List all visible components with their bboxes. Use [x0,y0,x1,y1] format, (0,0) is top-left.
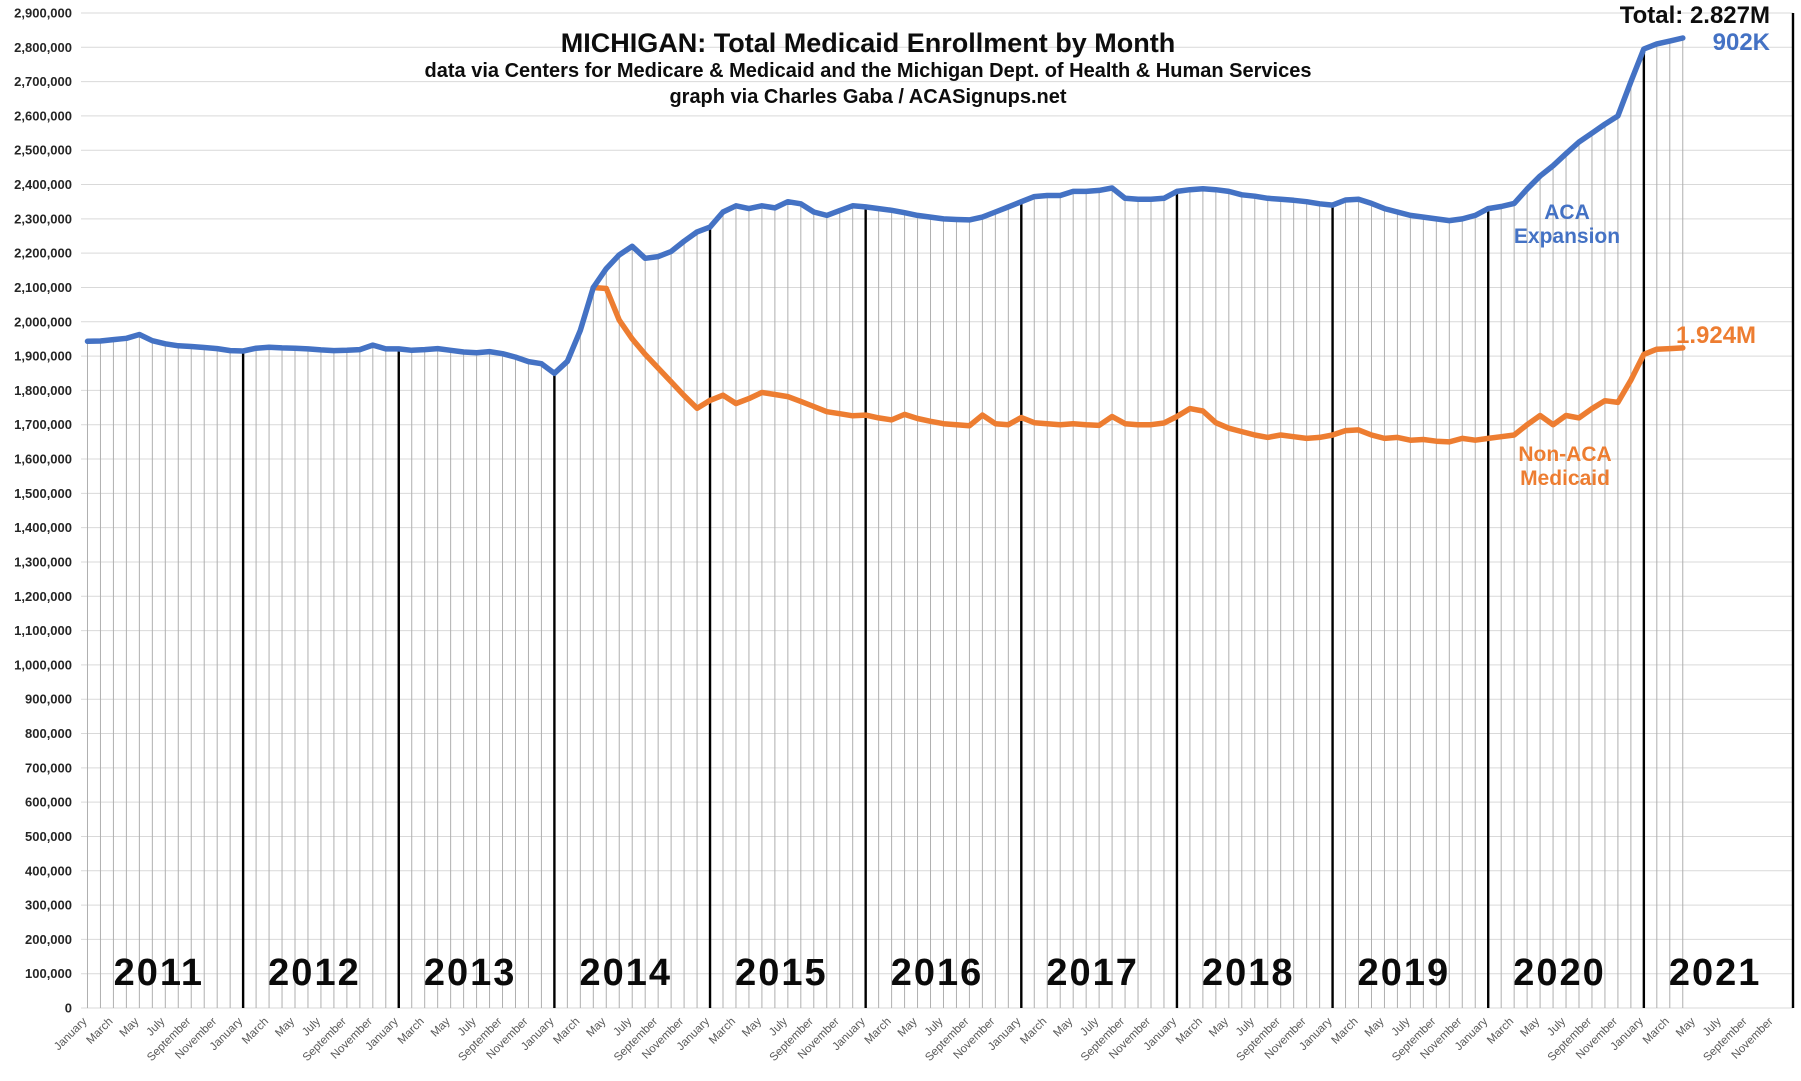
year-label: 2020 [1513,952,1606,994]
aca-expansion-series-label: ACA Expansion [1514,201,1620,249]
month-tick-label: January [52,1015,90,1053]
month-tick-label: May [273,1015,297,1039]
month-tick-label: March [1018,1016,1049,1047]
y-axis-tick-label: 2,200,000 [14,246,72,261]
y-axis-tick-label: 1,400,000 [14,520,72,535]
non-aca-series-label-line1: Non-ACA [1518,443,1612,466]
y-axis-tick-label: 900,000 [25,692,72,707]
month-tick-label: May [740,1015,764,1039]
y-axis-tick-label: 0 [65,1001,72,1016]
y-axis-tick-label: 2,400,000 [14,177,72,192]
y-axis-tick-label: 2,700,000 [14,74,72,89]
y-axis-tick-label: 300,000 [25,898,72,913]
y-axis-tick-label: 1,800,000 [14,383,72,398]
aca-expansion-value-annotation: 902K [1712,29,1770,56]
y-axis-tick-label: 100,000 [25,966,72,981]
year-label: 2013 [424,952,517,994]
y-axis-tick-label: 2,600,000 [14,108,72,123]
month-tick-label: March [551,1016,582,1047]
month-tick-label: May [118,1015,142,1039]
month-tick-label: May [1051,1015,1075,1039]
month-tick-label: May [429,1015,453,1039]
y-axis-tick-label: 700,000 [25,760,72,775]
total-enrollment-annotation: Total: 2.827M [1619,2,1770,29]
month-tick-label: March [707,1016,738,1047]
y-axis-tick-label: 800,000 [25,726,72,741]
year-label: 2018 [1202,952,1295,994]
y-axis-tick-label: 1,300,000 [14,554,72,569]
y-axis-tick-label: 1,700,000 [14,417,72,432]
month-tick-label: March [84,1016,115,1047]
y-axis-tick-label: 200,000 [25,932,72,947]
y-axis-tick-label: 500,000 [25,829,72,844]
year-label: 2012 [268,952,361,994]
month-tick-label: May [1518,1015,1542,1039]
y-axis-tick-label: 1,100,000 [14,623,72,638]
month-tick-label: March [396,1016,427,1047]
total-medicaid-line [84,35,1686,377]
non-aca-medicaid-line [590,284,1686,445]
y-axis-tick-label: 600,000 [25,795,72,810]
year-label: 2015 [735,952,828,994]
month-tick-label: May [1363,1015,1387,1039]
year-label: 2011 [114,952,204,994]
y-axis-tick-label: 1,200,000 [14,589,72,604]
y-axis-tick-label: 1,500,000 [14,486,72,501]
y-axis-tick-label: 2,500,000 [14,143,72,158]
y-axis-tick-label: 2,000,000 [14,314,72,329]
aca-expansion-series-label-line1: ACA [1544,201,1590,224]
year-label: 2014 [579,952,672,994]
month-tick-label: March [863,1016,894,1047]
chart-subtitle-credit: graph via Charles Gaba / ACASignups.net [669,86,1067,108]
y-axis-tick-label: 2,100,000 [14,280,72,295]
y-axis-tick-label: 1,000,000 [14,657,72,672]
y-axis-tick-label: 2,900,000 [14,6,72,21]
month-tick-label: May [1207,1015,1231,1039]
month-tick-label: March [240,1016,271,1047]
y-axis-tick-label: 1,900,000 [14,349,72,364]
month-tick-label: March [1174,1016,1205,1047]
aca-expansion-series-label-line2: Expansion [1513,225,1621,249]
month-tick-label: March [1641,1016,1672,1047]
year-label: 2016 [891,952,984,994]
year-label: 2017 [1046,952,1139,994]
y-axis-tick-label: 400,000 [25,863,72,878]
non-aca-series-label: Non-ACA Medicaid [1518,443,1611,491]
month-tick-label: May [896,1015,920,1039]
month-tick-label: March [1330,1016,1361,1047]
year-label: 2021 [1669,952,1762,994]
month-tick-label: March [1485,1016,1516,1047]
chart-title: MICHIGAN: Total Medicaid Enrollment by M… [560,28,1176,58]
year-label: 2019 [1358,952,1451,994]
y-axis-tick-label: 2,800,000 [14,40,72,55]
non-aca-value-annotation: 1.924M [1676,322,1757,349]
month-tick-label: May [1674,1015,1698,1039]
non-aca-series-label-line2: Medicaid [1520,467,1610,491]
month-tick-label: May [585,1015,609,1039]
y-axis-tick-label: 1,600,000 [14,452,72,467]
y-axis-tick-label: 2,300,000 [14,211,72,226]
chart-subtitle-source: data via Centers for Medicare & Medicaid… [424,60,1312,82]
